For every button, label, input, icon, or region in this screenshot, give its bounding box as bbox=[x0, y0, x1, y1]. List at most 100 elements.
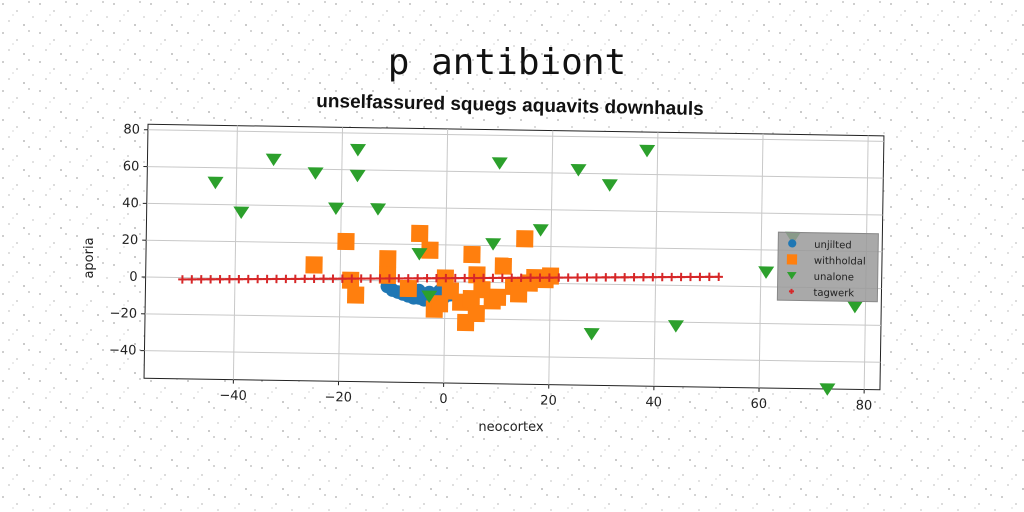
data-point-tagwerk bbox=[206, 275, 215, 284]
data-point-withholdal bbox=[468, 266, 486, 284]
data-point-withholdal bbox=[378, 266, 397, 284]
legend-label-tagwerk: tagwerk bbox=[813, 288, 854, 300]
legend-marker-tagwerk bbox=[788, 288, 795, 294]
data-point-tagwerk bbox=[629, 273, 639, 282]
data-point-tagwerk bbox=[225, 274, 234, 284]
series-line-tagwerk bbox=[182, 275, 719, 281]
data-point-tagwerk bbox=[196, 275, 206, 284]
legend-marker-unalone bbox=[786, 271, 797, 280]
data-point-tagwerk bbox=[535, 273, 545, 282]
data-point-tagwerk bbox=[291, 274, 300, 284]
x-axis-label: neocortex bbox=[478, 420, 544, 435]
data-point-withholdal bbox=[305, 256, 323, 274]
data-point-withholdal bbox=[467, 304, 485, 323]
data-point-tagwerk bbox=[573, 273, 582, 282]
x-tick-label: 0 bbox=[439, 392, 448, 407]
data-point-tagwerk bbox=[413, 274, 422, 283]
data-point-withholdal bbox=[516, 230, 534, 248]
grid-line-y bbox=[147, 166, 884, 179]
data-point-tagwerk bbox=[356, 274, 366, 283]
data-point-withholdal bbox=[341, 271, 360, 289]
data-point-tagwerk bbox=[639, 272, 648, 282]
data-point-tagwerk bbox=[667, 272, 676, 282]
grid-line-y bbox=[145, 313, 881, 326]
data-point-withholdal bbox=[411, 224, 429, 243]
data-point-unalone bbox=[207, 176, 224, 190]
y-tick-label: 20 bbox=[122, 233, 139, 248]
data-point-tagwerk bbox=[347, 274, 356, 283]
x-tick-label: −40 bbox=[219, 388, 247, 403]
data-point-tagwerk bbox=[432, 273, 441, 283]
data-point-unalone bbox=[570, 163, 587, 177]
legend-label-withholdal: withholdal bbox=[814, 256, 866, 268]
data-point-tagwerk bbox=[554, 273, 563, 282]
x-tick-label: 40 bbox=[645, 395, 662, 410]
data-point-tagwerk bbox=[328, 274, 338, 283]
data-point-tagwerk bbox=[601, 273, 611, 282]
data-point-unalone bbox=[491, 157, 508, 170]
grid-line-y bbox=[146, 202, 883, 216]
data-point-tagwerk bbox=[244, 274, 253, 284]
plot-area bbox=[143, 123, 885, 391]
data-point-withholdal bbox=[379, 250, 397, 268]
series-tagwerk bbox=[178, 272, 723, 284]
data-point-unalone bbox=[758, 266, 775, 279]
grid-line-y bbox=[147, 129, 884, 142]
data-point-withholdal bbox=[399, 279, 417, 298]
data-point-tagwerk bbox=[498, 273, 507, 283]
y-tick-label: 80 bbox=[123, 122, 140, 137]
data-point-unalone bbox=[370, 203, 387, 216]
data-point-tagwerk bbox=[611, 273, 620, 282]
data-point-withholdal bbox=[494, 257, 512, 275]
legend-marker-unjilted bbox=[788, 239, 797, 248]
ticks-layer: −40 −20 0 20 40 60 80 −40 −20 0 20 40 60 80 bbox=[109, 122, 872, 413]
series-unalone bbox=[207, 143, 864, 396]
data-point-unalone bbox=[411, 247, 428, 261]
data-point-withholdal bbox=[488, 288, 507, 306]
data-point-tagwerk bbox=[526, 273, 535, 282]
data-point-tagwerk bbox=[592, 273, 601, 282]
data-point-tagwerk bbox=[582, 273, 592, 282]
data-point-tagwerk bbox=[187, 275, 197, 284]
data-point-tagwerk bbox=[545, 273, 554, 282]
x-tick-label: 20 bbox=[540, 393, 557, 408]
data-point-withholdal bbox=[337, 232, 355, 251]
data-point-unalone bbox=[328, 202, 345, 216]
data-point-tagwerk bbox=[404, 274, 413, 283]
x-tick-label: 60 bbox=[750, 397, 767, 412]
y-tick-label: −40 bbox=[109, 343, 137, 358]
data-point-tagwerk bbox=[253, 274, 262, 284]
data-point-unalone bbox=[601, 179, 618, 192]
data-point-tagwerk bbox=[620, 273, 629, 282]
data-point-tagwerk bbox=[178, 275, 187, 284]
data-point-tagwerk bbox=[460, 273, 469, 283]
data-point-tagwerk bbox=[375, 274, 385, 283]
data-point-tagwerk bbox=[658, 272, 667, 282]
data-point-withholdal bbox=[421, 241, 439, 259]
data-point-tagwerk bbox=[309, 274, 319, 284]
data-point-tagwerk bbox=[319, 274, 328, 283]
series-withholdal bbox=[305, 224, 560, 332]
y-tick-label: −20 bbox=[109, 306, 137, 321]
data-point-unalone bbox=[421, 290, 438, 303]
y-tick-label: 60 bbox=[123, 159, 140, 174]
y-axis-label: aporia bbox=[82, 237, 97, 278]
data-point-unalone bbox=[667, 320, 684, 333]
data-point-tagwerk bbox=[705, 272, 714, 282]
data-point-tagwerk bbox=[507, 273, 516, 283]
legend-box bbox=[776, 231, 879, 303]
data-point-tagwerk bbox=[441, 273, 451, 283]
data-point-tagwerk bbox=[234, 274, 244, 284]
data-point-tagwerk bbox=[272, 274, 281, 284]
plot-group: −40 −20 0 20 40 60 80 −40 −20 0 20 40 60 80 unjilted w… bbox=[109, 122, 885, 414]
data-point-tagwerk bbox=[385, 274, 394, 283]
marks-layer bbox=[178, 143, 864, 396]
data-point-tagwerk bbox=[281, 274, 291, 284]
data-point-tagwerk bbox=[648, 272, 658, 282]
grid-line-y bbox=[144, 350, 881, 363]
data-point-unalone bbox=[307, 167, 324, 180]
data-point-tagwerk bbox=[469, 273, 479, 283]
y-tick-label: 40 bbox=[122, 196, 139, 211]
data-point-tagwerk bbox=[686, 272, 695, 282]
